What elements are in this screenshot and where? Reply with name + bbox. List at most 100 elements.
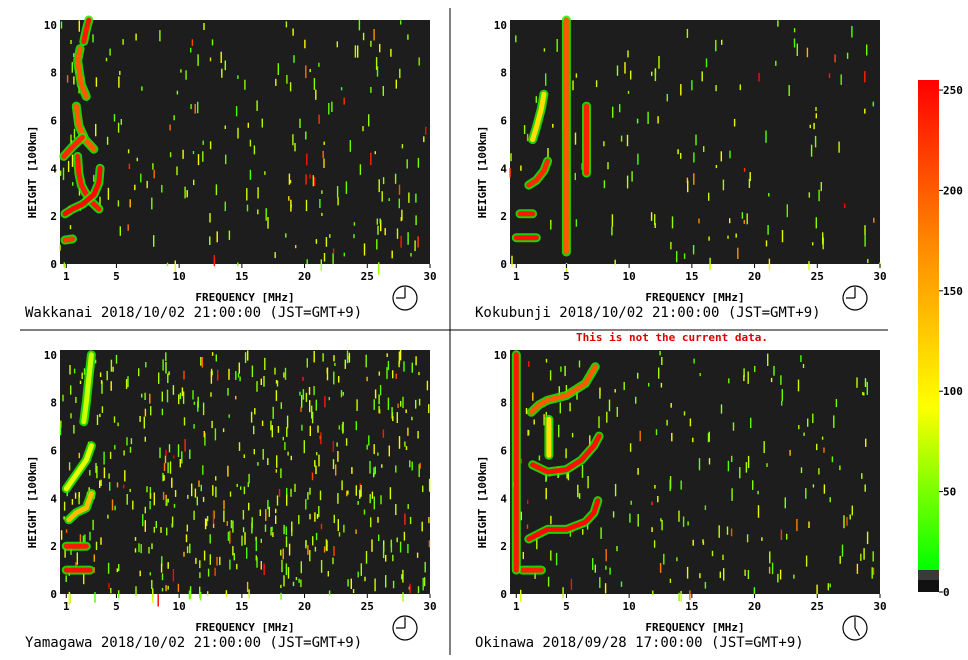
plot-area [60,20,430,264]
echo-trace [530,91,547,143]
panel-okinawa: HEIGHT [100km] FREQUENCY [MHz] Okinawa 2… [475,349,887,651]
colorbar-zero-band [918,580,939,592]
y-tick-label: 0 [50,588,57,601]
trace-layer [59,350,431,607]
echo-trace [62,236,75,243]
echo-trace [526,158,551,188]
panel-kokubunji: HEIGHT [100km] FREQUENCY [MHz] Kokubunji… [475,15,887,321]
echo-trace [526,498,601,542]
x-tick-label: 20 [298,270,311,283]
x-tick-label: 15 [235,600,248,613]
colorbar-tick-label: 50 [943,486,956,499]
y-tick-label: 8 [50,397,57,410]
panel-wakkanai: HEIGHT [100km] FREQUENCY [MHz] Wakkanai … [25,15,437,321]
x-axis-label: FREQUENCY [MHz] [195,621,294,634]
trace-layer [509,15,881,274]
x-axis-label: FREQUENCY [MHz] [645,621,744,634]
plot-area [60,350,430,594]
colorbar-ticks: 0 50 100 150 200 250 [939,84,963,599]
x-tick-label: 5 [113,270,120,283]
x-tick-label: 1 [63,600,70,613]
x-tick-label: 5 [563,600,570,613]
x-tick-label: 20 [748,600,761,613]
colorbar-low-band [918,570,939,580]
y-tick-label: 2 [50,540,57,553]
x-tick-label: 30 [423,270,436,283]
station-caption: Wakkanai 2018/10/02 21:00:00 (JST=GMT+9) [25,305,362,321]
x-tick-label: 30 [873,270,886,283]
echo-trace [73,103,97,152]
y-tick-label: 2 [500,210,507,223]
x-tick-label: 15 [235,270,248,283]
y-tick-label: 10 [494,349,507,362]
x-tick-label: 15 [685,600,698,613]
y-tick-label: 10 [494,19,507,32]
y-tick-label: 8 [50,67,57,80]
y-axis-label: HEIGHT [100km] [476,126,489,219]
y-tick-label: 0 [500,588,507,601]
x-tick-label: 20 [748,270,761,283]
x-tick-label: 1 [63,270,70,283]
y-tick-label: 0 [500,258,507,271]
clock-icon [842,615,868,641]
echo-trace [75,46,89,99]
echo-trace [63,443,94,492]
y-tick-label: 10 [44,19,57,32]
colorbar: 0 50 100 150 200 250 [918,80,963,599]
trace-layer [511,350,875,602]
x-tick-label: 5 [563,270,570,283]
colorbar-tick-label: 100 [943,385,963,398]
x-tick-label: 15 [685,270,698,283]
y-tick-label: 8 [500,67,507,80]
colorbar-gradient [918,80,939,570]
x-tick-label: 30 [873,600,886,613]
y-tick-label: 6 [50,114,57,127]
y-tick-label: 4 [500,492,507,505]
y-tick-label: 2 [500,540,507,553]
x-axis-label: FREQUENCY [MHz] [195,291,294,304]
clock-icon [392,285,418,311]
y-tick-label: 10 [44,349,57,362]
panel-yamagawa: HEIGHT [100km] FREQUENCY [MHz] Yamagawa … [25,349,437,651]
y-tick-label: 6 [500,444,507,457]
x-tick-label: 25 [361,270,374,283]
station-caption: Yamagawa 2018/10/02 21:00:00 (JST=GMT+9) [25,635,362,651]
echo-trace [75,153,102,212]
echo-trace [530,433,602,475]
x-tick-label: 10 [623,600,636,613]
x-tick-label: 10 [173,270,186,283]
echo-trace [81,17,92,44]
y-tick-label: 2 [50,210,57,223]
y-tick-label: 6 [500,114,507,127]
x-axis-label: FREQUENCY [MHz] [645,291,744,304]
clock-icon [842,285,868,311]
station-caption: Okinawa 2018/09/28 17:00:00 (JST=GMT+9) [475,635,804,651]
x-tick-label: 10 [173,600,186,613]
y-tick-label: 6 [50,444,57,457]
echo-trace [528,364,598,415]
colorbar-tick-label: 150 [943,285,963,298]
x-tick-label: 30 [423,600,436,613]
y-axis-label: HEIGHT [100km] [26,456,39,549]
y-tick-label: 4 [500,162,507,175]
colorbar-tick-label: 0 [943,586,950,599]
y-axis-label: HEIGHT [100km] [476,456,489,549]
echo-trace [62,165,103,217]
echo-trace [61,134,86,159]
y-tick-label: 8 [500,397,507,410]
trace-layer [59,15,427,275]
colorbar-tick-label: 250 [943,84,963,97]
station-caption: Kokubunji 2018/10/02 21:00:00 (JST=GMT+9… [475,305,821,321]
x-tick-label: 5 [113,600,120,613]
y-tick-label: 4 [50,492,57,505]
y-tick-label: 0 [50,258,57,271]
x-tick-label: 20 [298,600,311,613]
x-tick-label: 25 [811,600,824,613]
echo-trace [66,491,94,523]
x-tick-label: 10 [623,270,636,283]
x-tick-label: 25 [361,600,374,613]
x-tick-label: 1 [513,270,520,283]
y-axis-label: HEIGHT [100km] [26,126,39,219]
colorbar-tick-label: 200 [943,184,963,197]
